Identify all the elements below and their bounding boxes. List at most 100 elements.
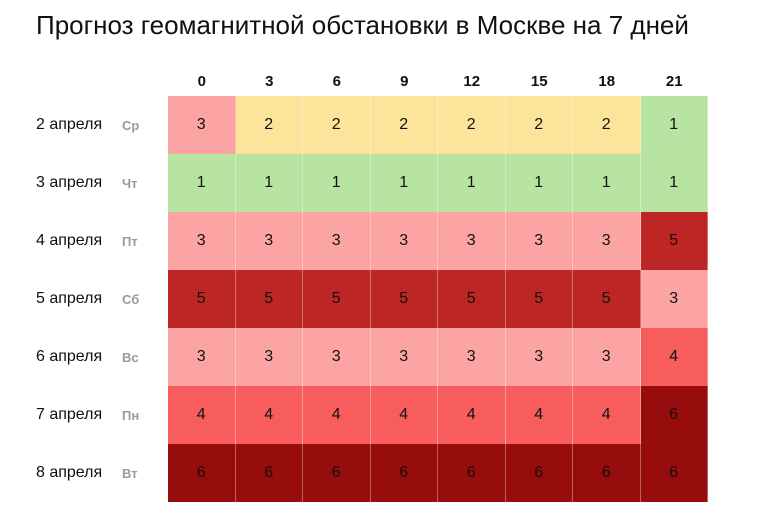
kp-index-cell: 1 (438, 154, 506, 212)
row-label: 3 апреля Чт (0, 154, 168, 212)
kp-index-cell: 4 (573, 386, 641, 444)
hour-label: 18 (598, 73, 616, 90)
kp-index-cell: 4 (505, 386, 573, 444)
kp-index-cell: 6 (370, 444, 438, 502)
kp-index-cell: 4 (438, 386, 506, 444)
row-label: 7 апреля Пн (0, 386, 168, 444)
weekday-label: Чт (122, 175, 138, 191)
kp-index-cell: 2 (235, 96, 303, 154)
kp-index-cell: 1 (303, 154, 371, 212)
kp-index-cell: 3 (235, 328, 303, 386)
kp-index-cell: 3 (640, 270, 708, 328)
weekday-label: Вт (122, 465, 138, 481)
kp-index-cell: 1 (640, 154, 708, 212)
hour-label: 6 (332, 73, 341, 90)
kp-index-cell: 1 (640, 96, 708, 154)
kp-index-cell: 1 (168, 154, 236, 212)
kp-index-cell: 3 (168, 328, 236, 386)
forecast-row: 4 апреля Пт 3 3 3 3 3 3 3 5 (0, 212, 708, 270)
date-label: 5 апреля (36, 290, 103, 307)
kp-index-cell: 5 (573, 270, 641, 328)
kp-index-cell: 3 (573, 328, 641, 386)
forecast-row: 2 апреля Ср 3 2 2 2 2 2 2 1 (0, 96, 708, 154)
kp-index-cell: 2 (303, 96, 371, 154)
kp-index-cell: 2 (505, 96, 573, 154)
kp-index-cell: 1 (235, 154, 303, 212)
kp-index-cell: 5 (505, 270, 573, 328)
kp-index-cell: 5 (370, 270, 438, 328)
forecast-row: 6 апреля Вс 3 3 3 3 3 3 3 4 (0, 328, 708, 386)
hour-label: 0 (197, 73, 206, 90)
hour-header: 0 3 6 9 12 15 18 21 (168, 70, 708, 94)
kp-index-cell: 1 (573, 154, 641, 212)
hour-label: 12 (463, 73, 481, 90)
kp-index-cell: 4 (168, 386, 236, 444)
kp-index-cell: 6 (235, 444, 303, 502)
row-label: 4 апреля Пт (0, 212, 168, 270)
kp-index-cell: 3 (168, 212, 236, 270)
kp-index-cell: 5 (438, 270, 506, 328)
kp-index-cell: 6 (168, 444, 236, 502)
kp-index-cell: 4 (235, 386, 303, 444)
kp-index-cell: 6 (640, 444, 708, 502)
forecast-row: 5 апреля Сб 5 5 5 5 5 5 5 3 (0, 270, 708, 328)
kp-index-cell: 3 (438, 328, 506, 386)
date-label: 6 апреля (36, 348, 103, 365)
kp-index-cell: 3 (370, 328, 438, 386)
kp-index-cell: 6 (303, 444, 371, 502)
hour-label: 9 (400, 73, 409, 90)
row-label: 2 апреля Ср (0, 96, 168, 154)
hour-label: 21 (665, 73, 683, 90)
kp-index-cell: 3 (505, 328, 573, 386)
weekday-label: Пн (122, 407, 140, 423)
kp-index-cell: 5 (235, 270, 303, 328)
kp-index-cell: 3 (573, 212, 641, 270)
date-label: 7 апреля (36, 406, 103, 423)
date-label: 4 апреля (36, 232, 103, 249)
kp-index-cell: 4 (640, 328, 708, 386)
kp-index-cell: 5 (168, 270, 236, 328)
row-label: 8 апреля Вт (0, 444, 168, 502)
kp-index-cell: 1 (370, 154, 438, 212)
kp-index-cell: 2 (438, 96, 506, 154)
kp-index-cell: 4 (303, 386, 371, 444)
weekday-label: Вс (122, 349, 139, 365)
kp-index-cell: 2 (370, 96, 438, 154)
kp-index-cell: 3 (235, 212, 303, 270)
kp-index-cell: 3 (303, 328, 371, 386)
page-title: Прогноз геомагнитной обстановки в Москве… (36, 10, 689, 40)
kp-index-cell: 2 (573, 96, 641, 154)
kp-index-cell: 6 (640, 386, 708, 444)
kp-index-cell: 3 (303, 212, 371, 270)
forecast-row: 7 апреля Пн 4 4 4 4 4 4 4 6 (0, 386, 708, 444)
kp-index-cell: 6 (505, 444, 573, 502)
kp-index-cell: 1 (505, 154, 573, 212)
hour-label: 15 (530, 73, 548, 90)
kp-index-cell: 6 (438, 444, 506, 502)
date-label: 3 апреля (36, 174, 103, 191)
weekday-label: Сб (122, 291, 140, 307)
forecast-row: 3 апреля Чт 1 1 1 1 1 1 1 1 (0, 154, 708, 212)
kp-index-cell: 3 (438, 212, 506, 270)
kp-index-cell: 3 (505, 212, 573, 270)
row-label: 6 апреля Вс (0, 328, 168, 386)
kp-index-cell: 6 (573, 444, 641, 502)
date-label: 8 апреля (36, 464, 103, 481)
weekday-label: Ср (122, 117, 140, 133)
kp-index-cell: 5 (640, 212, 708, 270)
kp-index-cell: 3 (370, 212, 438, 270)
kp-index-cell: 5 (303, 270, 371, 328)
hour-label: 3 (265, 73, 274, 90)
row-label: 5 апреля Сб (0, 270, 168, 328)
date-label: 2 апреля (36, 116, 103, 133)
kp-index-cell: 4 (370, 386, 438, 444)
weekday-label: Пт (122, 233, 138, 249)
kp-index-cell: 3 (168, 96, 236, 154)
